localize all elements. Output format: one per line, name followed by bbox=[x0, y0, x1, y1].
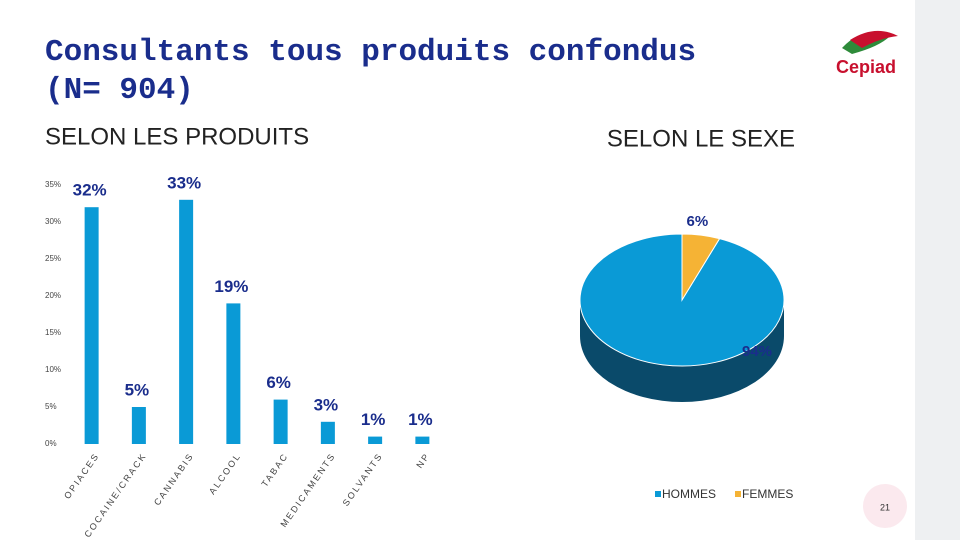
y-tick-label: 30% bbox=[45, 217, 61, 226]
pie-slice bbox=[681, 233, 721, 302]
x-tick-label: NP bbox=[414, 451, 432, 470]
y-tick-label: 5% bbox=[45, 402, 57, 411]
title-line: Consultants tous produits confondus bbox=[45, 35, 696, 70]
logo-text: Cepiad bbox=[836, 57, 896, 77]
legend-swatch bbox=[655, 491, 661, 497]
data-label: 3% bbox=[314, 395, 339, 414]
logo: Cepiad bbox=[836, 30, 898, 77]
bar bbox=[131, 407, 146, 444]
x-tick-label: CANNABIS bbox=[152, 451, 196, 508]
bar bbox=[320, 421, 335, 444]
x-tick-label: MEDICAMENTS bbox=[278, 451, 337, 529]
data-label: 94% bbox=[742, 343, 772, 360]
x-tick-label: TABAC bbox=[259, 451, 290, 489]
legend-label: FEMMES bbox=[742, 487, 793, 501]
bar-subtitle: SELON LES PRODUITS bbox=[45, 123, 309, 150]
page-number: 21 bbox=[880, 502, 890, 512]
pie-subtitle: SELON LE SEXE bbox=[607, 125, 795, 152]
y-tick-label: 35% bbox=[45, 180, 61, 189]
slide-title: Consultants tous produits confondus (N= 9… bbox=[45, 35, 696, 108]
y-tick-label: 20% bbox=[45, 291, 61, 300]
data-label: 6% bbox=[687, 213, 709, 230]
data-label: 5% bbox=[125, 380, 150, 399]
data-label: 1% bbox=[408, 410, 433, 429]
y-tick-label: 10% bbox=[45, 365, 61, 374]
bar bbox=[226, 303, 241, 444]
logo-leaf bbox=[850, 30, 898, 48]
legend-swatch bbox=[735, 491, 741, 497]
data-label: 1% bbox=[361, 410, 386, 429]
pie-side bbox=[580, 300, 784, 402]
bar bbox=[368, 436, 383, 444]
data-label: 6% bbox=[266, 373, 291, 392]
bar bbox=[84, 207, 99, 444]
data-label: 33% bbox=[167, 173, 201, 192]
x-tick-label: ALCOOL bbox=[207, 451, 243, 496]
y-tick-label: 15% bbox=[45, 328, 61, 337]
x-tick-label: SOLVANTS bbox=[341, 451, 385, 508]
bar bbox=[179, 199, 194, 444]
side-pattern bbox=[915, 0, 960, 540]
x-tick-label: OPIACES bbox=[62, 451, 101, 501]
y-tick-label: 25% bbox=[45, 254, 61, 263]
bar bbox=[273, 399, 288, 444]
data-label: 19% bbox=[214, 277, 248, 296]
legend-label: HOMMES bbox=[662, 487, 716, 501]
bar bbox=[415, 436, 430, 444]
title-line: (N= 904) bbox=[45, 73, 194, 108]
y-tick-label: 0% bbox=[45, 439, 57, 448]
data-label: 32% bbox=[73, 181, 107, 200]
page-badge bbox=[863, 484, 907, 528]
